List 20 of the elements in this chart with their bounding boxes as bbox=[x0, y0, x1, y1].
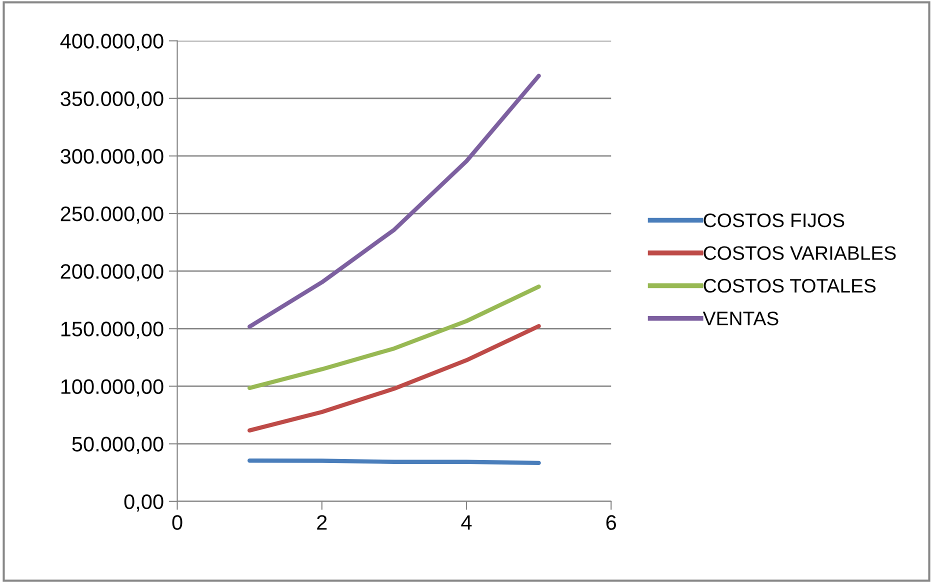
y-tick-label: 400.000,00 bbox=[60, 34, 164, 52]
x-tick-label: 0 bbox=[172, 515, 182, 530]
y-tick-label: 150.000,00 bbox=[61, 322, 164, 339]
x-tick-label: 6 bbox=[606, 515, 616, 530]
y-tick-label: 350.000,00 bbox=[60, 91, 164, 109]
legend-label: VENTAS bbox=[702, 312, 778, 326]
y-tick-label: 250.000,00 bbox=[60, 206, 164, 224]
y-tick-label: 0,00 bbox=[124, 494, 164, 512]
line-series bbox=[247, 324, 541, 433]
legend-label: COSTOS TOTALES bbox=[704, 278, 876, 293]
x-tick-label: 4 bbox=[461, 515, 472, 530]
line-series bbox=[247, 284, 541, 390]
y-tick-label: 300.000,00 bbox=[60, 148, 164, 166]
y-tick-label: 200.000,00 bbox=[60, 264, 164, 282]
legend-label: COSTOS VARIABLES bbox=[704, 246, 896, 260]
line-series bbox=[247, 74, 541, 329]
legend-label: COSTOS FIJOS bbox=[704, 213, 844, 228]
x-tick-label: 2 bbox=[317, 515, 327, 530]
y-tick-label: 100.000,00 bbox=[61, 379, 164, 396]
y-tick-label: 50.000,00 bbox=[72, 436, 164, 454]
